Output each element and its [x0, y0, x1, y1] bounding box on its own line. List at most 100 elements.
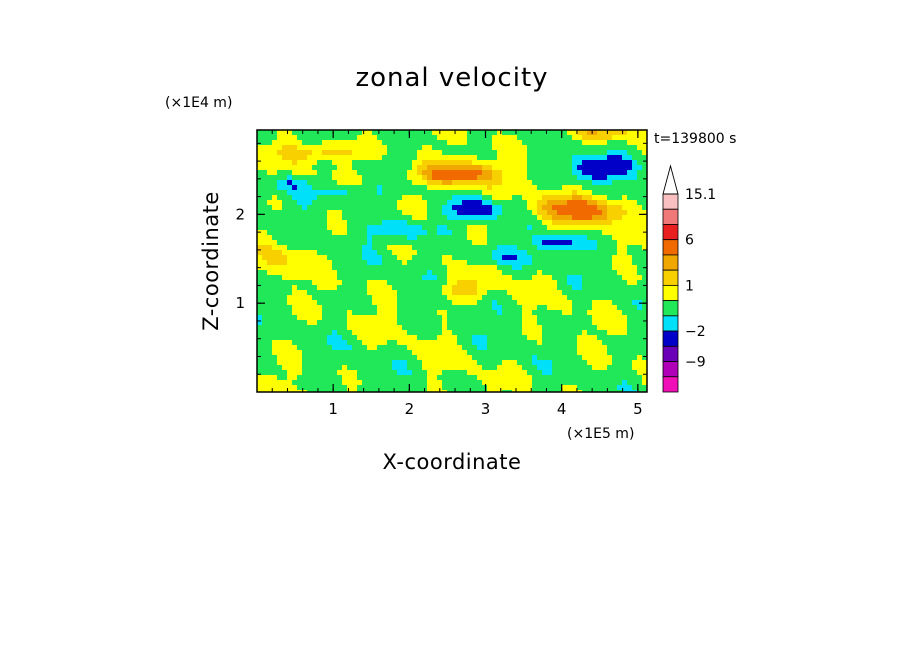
field-cell: [507, 190, 512, 195]
field-cell: [367, 260, 372, 265]
field-cell: [597, 315, 602, 320]
field-cell: [627, 290, 632, 295]
field-cell: [507, 385, 512, 390]
field-cell: [367, 335, 372, 340]
field-cell: [382, 370, 387, 375]
field-cell: [462, 375, 467, 380]
field-cell: [357, 275, 362, 280]
field-cell: [507, 215, 512, 220]
field-cell: [337, 275, 342, 280]
field-cell: [587, 240, 592, 245]
field-cell: [272, 290, 277, 295]
field-cell: [287, 310, 292, 315]
field-cell: [422, 135, 427, 140]
field-cell: [632, 380, 637, 385]
field-cell: [312, 390, 317, 392]
field-cell: [572, 235, 577, 240]
field-cell: [412, 165, 417, 170]
field-cell: [632, 390, 637, 392]
field-cell: [367, 270, 372, 275]
field-cell: [557, 230, 562, 235]
field-cell: [632, 135, 637, 140]
field-cell: [312, 365, 317, 370]
field-cell: [502, 140, 507, 145]
field-cell: [342, 210, 347, 215]
field-cell: [592, 245, 597, 250]
field-cell: [512, 330, 517, 335]
field-cell: [352, 325, 357, 330]
field-cell: [442, 340, 447, 345]
field-cell: [627, 140, 632, 145]
field-cell: [442, 260, 447, 265]
field-cell: [277, 205, 282, 210]
field-cell: [517, 250, 522, 255]
field-cell: [577, 325, 582, 330]
field-cell: [397, 295, 402, 300]
field-cell: [467, 140, 472, 145]
field-cell: [527, 135, 532, 140]
field-cell: [352, 375, 357, 380]
field-cell: [322, 190, 327, 195]
field-cell: [537, 155, 542, 160]
field-cell: [632, 145, 637, 150]
field-cell: [597, 275, 602, 280]
field-cell: [297, 350, 302, 355]
field-cell: [327, 250, 332, 255]
field-cell: [272, 140, 277, 145]
field-cell: [372, 190, 377, 195]
field-cell: [337, 345, 342, 350]
field-cell: [332, 320, 337, 325]
field-cell: [407, 240, 412, 245]
field-cell: [277, 170, 282, 175]
field-cell: [277, 180, 282, 185]
field-cell: [392, 225, 397, 230]
field-cell: [397, 280, 402, 285]
field-cell: [582, 325, 587, 330]
field-cell: [567, 225, 572, 230]
field-cell: [287, 155, 292, 160]
field-cell: [332, 275, 337, 280]
field-cell: [617, 240, 622, 245]
field-cell: [622, 390, 627, 392]
field-cell: [512, 370, 517, 375]
field-cell: [522, 155, 527, 160]
field-cell: [487, 285, 492, 290]
field-cell: [387, 240, 392, 245]
field-cell: [337, 145, 342, 150]
field-cell: [592, 250, 597, 255]
field-cell: [477, 185, 482, 190]
field-cell: [577, 390, 582, 392]
field-cell: [642, 235, 647, 240]
field-cell: [492, 170, 497, 175]
field-cell: [302, 305, 307, 310]
field-cell: [447, 235, 452, 240]
field-cell: [322, 295, 327, 300]
field-cell: [497, 360, 502, 365]
field-cell: [307, 340, 312, 345]
field-cell: [602, 235, 607, 240]
field-cell: [517, 295, 522, 300]
field-cell: [507, 310, 512, 315]
field-cell: [617, 365, 622, 370]
field-cell: [532, 170, 537, 175]
field-cell: [297, 185, 302, 190]
field-cell: [487, 245, 492, 250]
field-cell: [497, 240, 502, 245]
field-cell: [287, 160, 292, 165]
field-cell: [312, 305, 317, 310]
field-cell: [572, 245, 577, 250]
field-cell: [627, 295, 632, 300]
field-cell: [357, 340, 362, 345]
field-cell: [617, 330, 622, 335]
field-cell: [392, 265, 397, 270]
field-cell: [312, 285, 317, 290]
field-cell: [472, 360, 477, 365]
field-cell: [417, 200, 422, 205]
field-cell: [292, 170, 297, 175]
field-cell: [332, 180, 337, 185]
field-cell: [487, 135, 492, 140]
field-cell: [392, 250, 397, 255]
field-cell: [547, 290, 552, 295]
field-cell: [542, 370, 547, 375]
field-cell: [482, 290, 487, 295]
